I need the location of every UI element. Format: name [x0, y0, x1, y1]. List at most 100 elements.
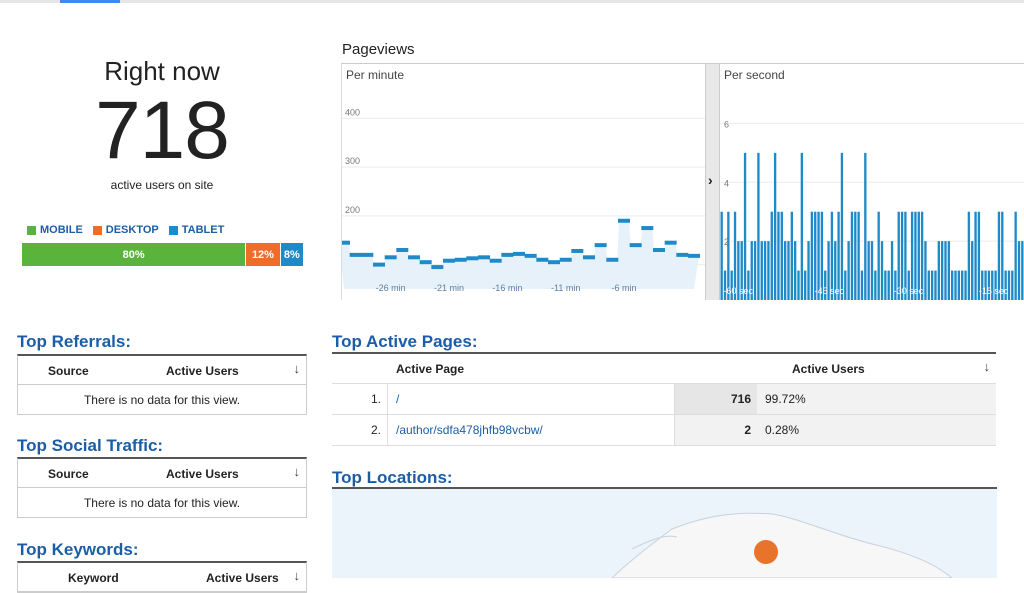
per-second-bar — [847, 241, 850, 300]
table-header: Active Page Active Users ↓ — [332, 354, 996, 384]
row-number: 1. — [332, 384, 388, 414]
per-second-bar — [1021, 241, 1024, 300]
col-active-page[interactable]: Active Page — [396, 362, 465, 376]
per-second-bar — [824, 270, 827, 300]
row-number: 2. — [332, 415, 388, 445]
per-second-bar — [827, 241, 830, 300]
per-second-bar — [777, 211, 780, 300]
y-tick-label: 2 — [724, 237, 729, 247]
per-second-bar — [984, 270, 987, 300]
legend-desktop-label: DESKTOP — [105, 224, 159, 236]
x-tick-label: -15 sec — [979, 286, 1009, 296]
per-minute-point — [443, 258, 455, 263]
per-minute-point — [396, 248, 409, 252]
y-tick-label: 4 — [724, 178, 729, 188]
desktop-swatch — [92, 225, 102, 235]
top-social-table: Source Active Users ↓ There is no data f… — [17, 457, 307, 518]
col-active-users[interactable]: Active Users — [166, 364, 239, 378]
x-tick-label: -45 sec — [815, 286, 845, 296]
per-second-bar — [793, 241, 797, 300]
top-locations-title: Top Locations: — [332, 468, 453, 487]
x-tick-label: -30 sec — [894, 286, 924, 296]
y-tick-label: 400 — [345, 107, 360, 117]
map-svg — [611, 512, 953, 578]
per-second-bar — [753, 241, 757, 300]
per-minute-point — [489, 258, 502, 263]
chevron-right-icon[interactable]: › — [708, 172, 713, 188]
locations-divider — [332, 487, 997, 489]
pageviews-title: Pageviews — [342, 41, 415, 58]
active-tab-indicator — [60, 0, 120, 3]
per-minute-point — [583, 255, 595, 260]
per-second-bar — [930, 270, 934, 300]
col-active-users[interactable]: Active Users — [792, 362, 865, 376]
per-second-bar — [1004, 270, 1007, 300]
row-active-users: 716 — [675, 384, 757, 414]
per-minute-point — [384, 255, 397, 260]
per-second-bar — [961, 270, 964, 300]
per-second-bar — [857, 211, 860, 300]
active-users-count: 718 — [95, 85, 230, 176]
col-keyword[interactable]: Keyword — [68, 571, 119, 585]
per-second-bar — [904, 211, 907, 300]
map-landmass — [611, 512, 953, 578]
col-active-users[interactable]: Active Users — [206, 571, 279, 585]
y-tick-label: 300 — [345, 156, 360, 166]
per-minute-point — [548, 260, 560, 265]
device-tablet-segment: 8% — [280, 243, 304, 266]
legend-desktop: DESKTOP — [92, 224, 159, 236]
per-minute-point — [466, 256, 479, 261]
col-source[interactable]: Source — [48, 364, 89, 378]
row-active-users: 2 — [675, 415, 757, 445]
per-second-bar — [870, 241, 874, 300]
per-second-bar — [783, 241, 787, 300]
per-minute-point — [349, 252, 362, 257]
per-second-bar — [890, 241, 894, 300]
right-now-title: Right now — [104, 56, 220, 86]
per-second-bar — [770, 211, 773, 300]
per-second-bar — [924, 241, 927, 300]
per-minute-label: Per minute — [346, 68, 405, 82]
per-second-bar — [887, 270, 890, 300]
sort-down-icon[interactable]: ↓ — [983, 359, 991, 374]
per-minute-point — [641, 226, 654, 231]
top-pages-table: Active Page Active Users ↓ 1. / 716 99.7… — [332, 352, 996, 446]
top-social-title: Top Social Traffic: — [17, 436, 164, 455]
empty-message: There is no data for this view. — [83, 495, 241, 510]
per-second-bar — [743, 152, 747, 300]
per-minute-point — [342, 240, 350, 245]
per-second-bar — [733, 211, 737, 300]
device-legend: MOBILE DESKTOP TABLET — [27, 224, 224, 236]
x-tick-label: -60 sec — [723, 286, 753, 296]
per-second-bar — [867, 241, 870, 300]
sort-down-icon[interactable]: ↓ — [293, 464, 301, 479]
page-link[interactable]: /author/sdfa478jhfb98vcbw/ — [388, 415, 675, 445]
per-second-bar — [820, 211, 824, 300]
chart-divider[interactable] — [705, 64, 720, 300]
per-minute-point — [676, 252, 689, 257]
sort-down-icon[interactable]: ↓ — [293, 568, 301, 583]
sort-down-icon[interactable]: ↓ — [293, 361, 301, 376]
per-second-bar — [947, 241, 951, 300]
per-second-bar — [880, 241, 884, 300]
location-marker[interactable] — [754, 540, 778, 564]
col-active-users[interactable]: Active Users — [166, 467, 239, 481]
per-second-bar — [840, 152, 844, 300]
per-second-bar — [917, 211, 920, 300]
x-tick-label: -26 min — [376, 283, 406, 293]
per-minute-point — [373, 262, 385, 267]
per-second-bar — [727, 211, 730, 300]
per-second-bar — [800, 152, 804, 300]
per-second-bar — [804, 270, 807, 300]
page-link[interactable]: / — [388, 384, 675, 414]
col-source[interactable]: Source — [48, 467, 89, 481]
per-minute-point — [618, 218, 630, 223]
x-tick-label: -16 min — [492, 283, 522, 293]
top-referrals-title: Top Referrals: — [17, 332, 131, 351]
locations-map[interactable] — [332, 489, 997, 578]
per-second-bar — [894, 270, 897, 300]
per-second-bar — [773, 152, 777, 300]
per-minute-chart: 100200300400-26 min-21 min-16 min-11 min… — [342, 107, 706, 293]
per-second-bar — [780, 211, 783, 300]
tablet-swatch — [168, 225, 178, 235]
